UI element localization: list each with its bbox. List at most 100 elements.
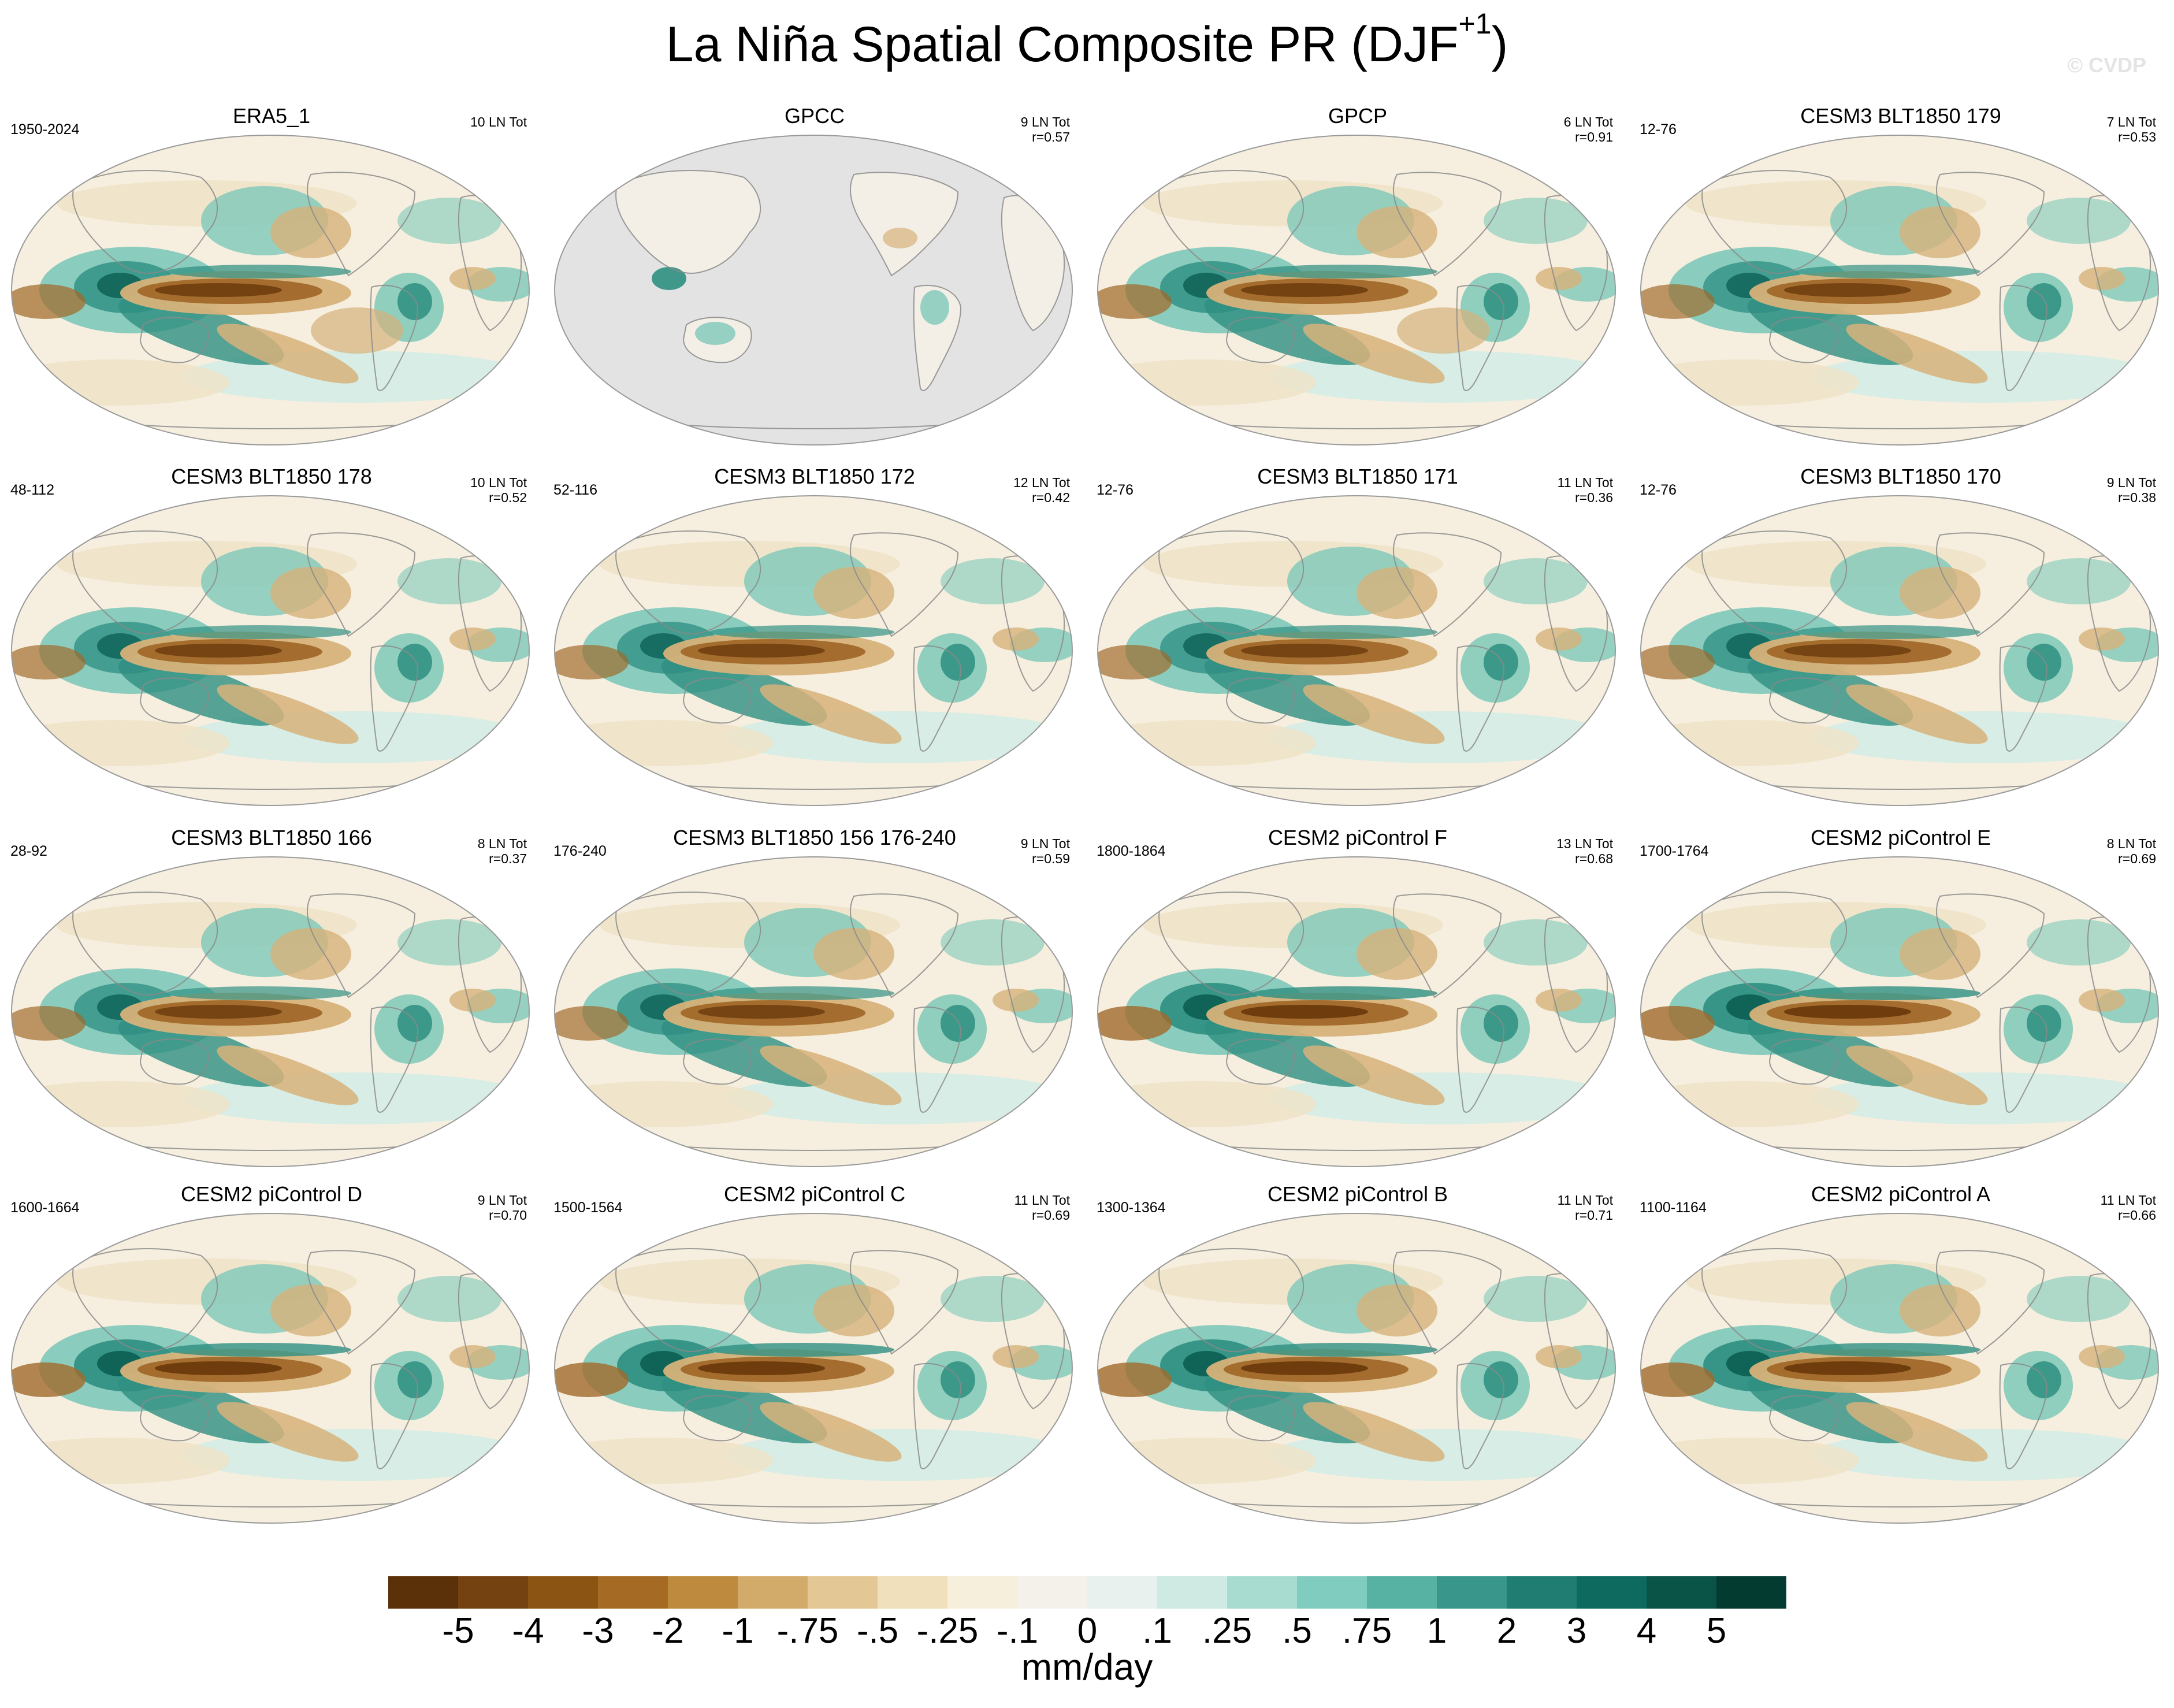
panel-event-count: 10 LN Tot bbox=[470, 475, 527, 490]
coastline bbox=[1158, 892, 1305, 996]
anomaly-patch bbox=[1241, 283, 1368, 297]
coastline bbox=[370, 645, 419, 752]
coastline bbox=[1456, 1362, 1505, 1469]
map-outline bbox=[10, 1213, 530, 1524]
robinson-map bbox=[1640, 495, 2160, 806]
panel-correlation: r=0.42 bbox=[1032, 490, 1070, 505]
panel-title: CESM3 BLT1850 170 bbox=[1800, 465, 2001, 488]
coastline bbox=[370, 1006, 419, 1113]
map-outline bbox=[10, 135, 530, 445]
anomaly-patch bbox=[1357, 206, 1437, 258]
anomaly-patch bbox=[449, 1345, 496, 1368]
panel-period: 28-92 bbox=[10, 843, 47, 859]
map-outline bbox=[1640, 495, 2160, 806]
coastline bbox=[1701, 170, 1848, 274]
colorbar-swatch bbox=[1507, 1576, 1577, 1609]
anomaly-patch bbox=[1536, 267, 1582, 290]
panel-correlation: r=0.57 bbox=[1032, 129, 1070, 144]
colorbar-tick-label: .25 bbox=[1202, 1611, 1253, 1651]
coastline bbox=[370, 1362, 419, 1469]
robinson-map bbox=[553, 495, 1073, 806]
coastline bbox=[139, 317, 209, 363]
panel-period: 1700-1764 bbox=[1640, 843, 1709, 859]
panel-correlation: r=0.36 bbox=[1575, 490, 1613, 505]
panel-period: 176-240 bbox=[553, 843, 607, 859]
panel-title: CESM2 piControl C bbox=[723, 1182, 906, 1206]
anomaly-patch bbox=[941, 644, 975, 681]
anomaly-patch bbox=[397, 1005, 432, 1042]
map-outline bbox=[553, 135, 1073, 445]
coastline bbox=[370, 284, 419, 391]
colorbar-swatch bbox=[1017, 1576, 1087, 1609]
anomaly-patch bbox=[813, 567, 894, 619]
colorbar-tick-label: -4 bbox=[512, 1611, 544, 1651]
panel-title: CESM2 piControl A bbox=[1811, 1182, 1991, 1206]
coastline bbox=[1999, 1006, 2048, 1113]
anomaly-patch bbox=[709, 986, 894, 1000]
coastline bbox=[139, 1038, 209, 1085]
coastline bbox=[139, 677, 209, 724]
colorbar-swatch bbox=[1227, 1576, 1297, 1609]
coastline bbox=[615, 892, 761, 996]
anomaly-patch bbox=[1253, 265, 1437, 279]
colorbar-swatch bbox=[878, 1576, 947, 1609]
anomaly-patch bbox=[760, 684, 902, 744]
anomaly-patch bbox=[1641, 1006, 1715, 1041]
map-outline bbox=[553, 856, 1073, 1167]
anomaly-patch bbox=[1484, 198, 1588, 244]
anomaly-patch bbox=[1796, 625, 1980, 639]
map-outline bbox=[553, 495, 1073, 806]
anomaly-patch bbox=[311, 307, 403, 354]
anomaly-patch bbox=[1796, 1343, 1980, 1357]
panel-title: CESM3 BLT1850 156 176-240 bbox=[673, 826, 956, 849]
robinson-map bbox=[10, 1213, 530, 1524]
robinson-map bbox=[553, 1213, 1073, 1524]
coastline bbox=[913, 284, 962, 391]
panel-correlation: r=0.69 bbox=[2118, 851, 2156, 866]
anomaly-patch bbox=[217, 324, 359, 384]
anomaly-patch bbox=[1784, 1005, 1911, 1019]
map-outline bbox=[553, 1213, 1073, 1524]
anomaly-patch bbox=[1241, 1361, 1368, 1375]
colorbar-tick-label: -3 bbox=[582, 1611, 614, 1651]
coastline bbox=[1768, 1395, 1838, 1442]
coastline bbox=[1999, 1362, 2048, 1469]
anomaly-patch bbox=[1846, 1402, 1988, 1462]
panel-title: CESM3 BLT1850 171 bbox=[1257, 465, 1458, 488]
anomaly-patch bbox=[12, 645, 86, 680]
colorbar-tick-label: -1 bbox=[722, 1611, 754, 1651]
anomaly-patch bbox=[1098, 1006, 1172, 1041]
anomaly-patch bbox=[397, 283, 432, 320]
anomaly-patch bbox=[1253, 986, 1437, 1000]
panel-correlation: r=0.70 bbox=[489, 1208, 527, 1223]
robinson-map bbox=[10, 495, 530, 806]
panel-period: 1300-1364 bbox=[1097, 1200, 1166, 1216]
colorbar-units: mm/day bbox=[1021, 1646, 1153, 1688]
colorbar-swatch bbox=[738, 1576, 808, 1609]
anomaly-patch bbox=[449, 627, 496, 651]
robinson-map bbox=[10, 856, 530, 1167]
panel-event-count: 6 LN Tot bbox=[1563, 114, 1613, 129]
anomaly-patch bbox=[993, 989, 1039, 1012]
coastline bbox=[1225, 1395, 1295, 1442]
colorbar-swatch bbox=[388, 1576, 458, 1609]
robinson-map bbox=[1097, 1213, 1616, 1524]
panel-event-count: 7 LN Tot bbox=[2106, 114, 2156, 129]
map-panel: CESM3 BLT1850 156 176-240 176-240 9 LN Tot… bbox=[543, 823, 1086, 1185]
coastline bbox=[306, 893, 416, 998]
colorbar-tick-label: .1 bbox=[1142, 1611, 1172, 1651]
anomaly-patch bbox=[12, 1006, 86, 1041]
coastline bbox=[913, 645, 962, 752]
colorbar-swatch bbox=[1157, 1576, 1227, 1609]
anomaly-patch bbox=[813, 928, 894, 980]
anomaly-patch bbox=[2027, 1005, 2061, 1042]
panel-title: CESM2 piControl E bbox=[1810, 826, 1991, 849]
anomaly-patch bbox=[698, 1361, 825, 1375]
anomaly-patch bbox=[1846, 1045, 1988, 1105]
colorbar-swatch bbox=[1577, 1576, 1647, 1609]
watermark: © CVDP bbox=[2067, 53, 2146, 77]
colorbar-swatch bbox=[1647, 1576, 1716, 1609]
coastline bbox=[682, 1395, 752, 1442]
panel-correlation: r=0.53 bbox=[2118, 129, 2156, 144]
anomaly-patch bbox=[397, 644, 432, 681]
